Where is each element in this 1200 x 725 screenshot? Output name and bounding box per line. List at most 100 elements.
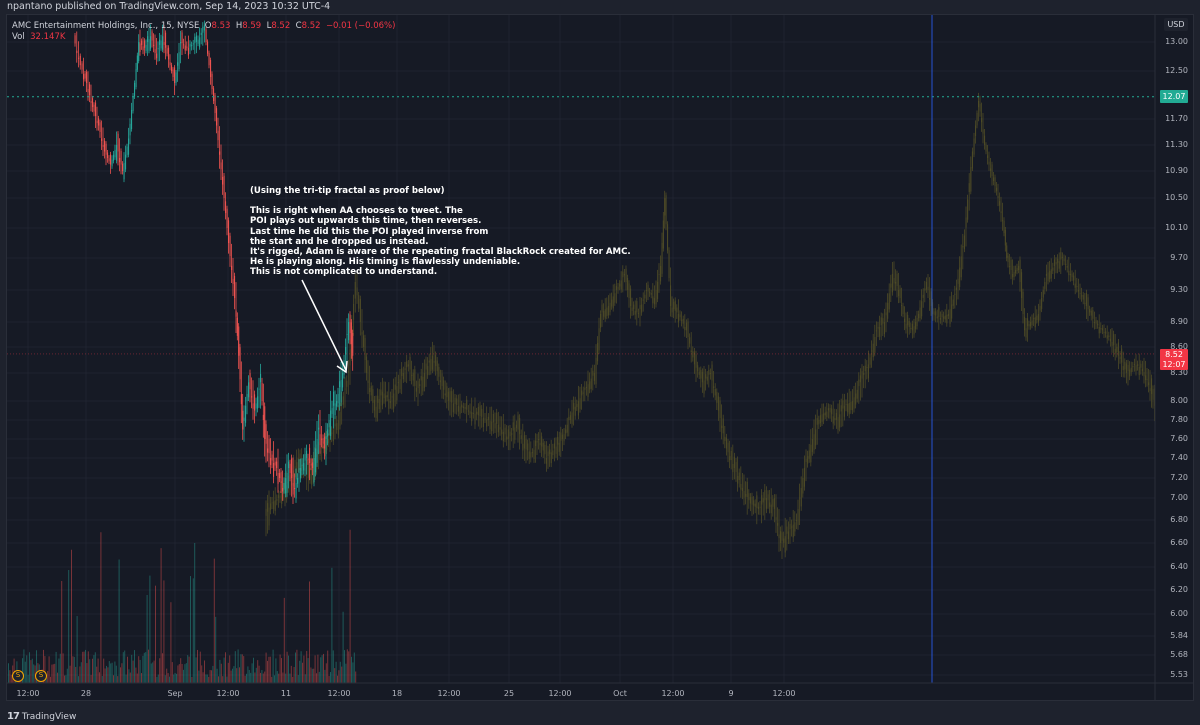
projection-candle [808, 450, 810, 459]
projection-candle [494, 423, 496, 429]
projection-candle [907, 314, 909, 326]
projection-candle [561, 434, 563, 439]
projection-candle [1149, 388, 1151, 392]
candle [101, 138, 103, 141]
projection-candle [721, 425, 723, 428]
projection-candle [1050, 269, 1052, 279]
projection-candle [401, 368, 403, 377]
dividend-icon[interactable]: S [12, 670, 24, 682]
projection-candle [535, 440, 537, 447]
projection-candle [955, 287, 957, 290]
currency-button[interactable]: USD [1164, 18, 1188, 31]
projection-candle [380, 389, 382, 396]
candle [318, 427, 320, 430]
projection-candle [826, 411, 828, 418]
projection-candle [630, 288, 632, 306]
projection-candle [971, 151, 973, 169]
projection-candle [553, 443, 555, 449]
volume-bar [330, 672, 331, 683]
projection-candle [859, 375, 861, 383]
projection-candle [888, 293, 890, 310]
projection-candle [604, 309, 606, 319]
volume-bar [152, 662, 154, 683]
candle [95, 102, 97, 116]
volume-bar [167, 672, 169, 683]
volume-bar [86, 663, 88, 683]
volume-bar [274, 675, 275, 683]
candle [303, 463, 305, 471]
volume-bar [125, 674, 127, 683]
projection-candle [851, 401, 853, 411]
projection-candle [778, 534, 780, 539]
candle [162, 36, 164, 50]
projection-candle [890, 283, 892, 288]
volume-row: Vol 32.147K [12, 32, 395, 43]
volume-bar [299, 660, 301, 683]
volume-bar [33, 664, 35, 683]
projection-candle [834, 418, 836, 420]
projection-candle [502, 431, 504, 442]
candle [265, 424, 267, 444]
candle [345, 347, 347, 355]
candle [331, 408, 333, 415]
tradingview-logo-icon: 17 [7, 711, 20, 722]
projection-candle [1049, 270, 1051, 280]
projection-candle [349, 349, 351, 366]
projection-candle [282, 489, 284, 491]
volume-bar [306, 650, 308, 683]
candle [254, 394, 256, 411]
projection-candle [334, 423, 336, 427]
volume-label[interactable]: Vol [12, 32, 25, 42]
projection-candle [968, 183, 970, 193]
volume-bar [316, 673, 317, 683]
projection-candle [898, 290, 900, 296]
text-annotation[interactable]: (Using the tri-tip fractal as proof belo… [250, 186, 631, 278]
projection-candle [622, 271, 624, 278]
projection-candle [767, 494, 769, 501]
projection-candle [863, 372, 865, 375]
projection-candle [916, 318, 918, 327]
projection-candle [1045, 274, 1047, 276]
projection-candle [965, 217, 967, 228]
projection-candle [660, 266, 662, 282]
volume-bar [325, 663, 327, 683]
annotation-line: This is not complicated to understand. [250, 267, 438, 278]
candle [312, 462, 314, 468]
projection-candle [729, 456, 731, 461]
projection-candle [1124, 361, 1126, 370]
projection-candle [831, 408, 833, 415]
projection-candle [527, 443, 529, 451]
projection-candle [614, 293, 616, 303]
volume-bar [233, 666, 235, 683]
dividend-icon[interactable]: S [35, 670, 47, 682]
projection-candle [1034, 317, 1036, 328]
candle [321, 438, 323, 440]
projection-candle [843, 405, 845, 417]
volume-bar [191, 676, 193, 683]
projection-candle [1133, 363, 1135, 365]
volume-bar [286, 651, 288, 683]
symbol-name[interactable]: AMC Entertainment Holdings, Inc., 15, NY… [12, 21, 200, 31]
tradingview-logo[interactable]: 17 TradingView [7, 711, 76, 722]
projection-candle [946, 314, 948, 324]
footer: 17 TradingView [0, 701, 1200, 725]
projection-candle [587, 384, 589, 398]
projection-candle [781, 532, 783, 541]
projection-candle [1103, 332, 1105, 333]
candle [203, 25, 205, 31]
volume-bar [69, 665, 71, 683]
candle [169, 62, 171, 66]
candle [291, 458, 293, 478]
projection-candle [627, 277, 629, 290]
candle [239, 347, 241, 380]
chart-frame[interactable] [6, 14, 1194, 701]
projection-candle [595, 357, 597, 385]
projection-candle [633, 304, 635, 310]
candle [107, 152, 109, 158]
volume-bar [31, 658, 33, 683]
volume-bar [346, 649, 348, 683]
candle [122, 163, 124, 171]
projection-candle [396, 386, 398, 401]
projection-candle [652, 296, 654, 304]
